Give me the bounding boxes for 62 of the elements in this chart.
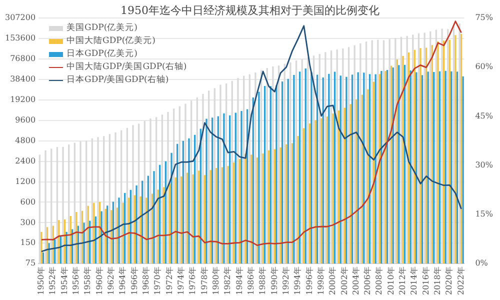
- x-tick-label: 2022年: [456, 266, 466, 295]
- x-tick-label: 1994年: [293, 266, 302, 295]
- x-tick-label: 2018年: [433, 266, 442, 295]
- y-tick-label: 4800: [15, 136, 36, 145]
- y-tick-label: 150: [20, 238, 36, 248]
- x-tick-label: 1980年: [211, 266, 220, 295]
- x-tick-label: 1954年: [60, 266, 69, 295]
- x-tick-label: 1966年: [130, 266, 139, 295]
- y-tick-label: 38400: [10, 74, 36, 84]
- x-tick-label: 2004年: [351, 266, 360, 295]
- x-tick-label: 2008年: [374, 266, 384, 295]
- y-tick-label: 153600: [4, 34, 36, 43]
- x-tick-label: 2002年: [340, 266, 349, 295]
- legend-label: 美国GDP(亿美元): [66, 22, 138, 35]
- x-tick-label: 1976年: [188, 266, 198, 295]
- x-tick-label: 1978年: [200, 266, 209, 295]
- y2-tick-label: 30%: [475, 160, 494, 170]
- x-tick-label: 1986年: [246, 266, 256, 295]
- x-tick-label: 2014年: [410, 266, 419, 295]
- y-tick-label: 307200: [4, 13, 36, 22]
- x-tick-label: 1950年: [36, 266, 46, 295]
- y-tick-label: 75: [25, 258, 36, 268]
- x-tick-label: 1992年: [281, 266, 290, 295]
- x-tick-label: 1988年: [258, 266, 268, 295]
- x-tick-label: 1974年: [176, 266, 186, 295]
- x-tick-label: 1968年: [141, 266, 150, 295]
- y-tick-label: 9600: [15, 115, 36, 124]
- x-tick-label: 1964年: [118, 266, 128, 295]
- y2-tick-label: 15%: [475, 210, 494, 219]
- x-tick-label: 2012年: [398, 266, 408, 295]
- y-tick-label: 2400: [15, 156, 36, 166]
- y-tick-label: 1200: [15, 176, 36, 186]
- x-tick-label: 1984年: [234, 266, 244, 295]
- x-tick-label: 2010年: [386, 266, 396, 295]
- x-tick-label: 1960年: [94, 266, 104, 295]
- y-tick-label: 19200: [10, 94, 36, 104]
- x-tick-label: 1970年: [153, 266, 162, 295]
- legend-label: 日本GDP/美国GDP(右轴): [66, 74, 169, 87]
- x-tick-label: 1956年: [72, 266, 81, 295]
- y2-tick-label: 75%: [475, 13, 494, 22]
- x-tick-label: 1990年: [270, 266, 279, 295]
- y-tick-label: 600: [20, 197, 36, 206]
- y-tick-label: 300: [20, 218, 36, 227]
- y-tick-label: 76800: [10, 54, 36, 64]
- x-tick-label: 1998年: [316, 266, 326, 295]
- legend-label: 日本GDP(亿美元): [66, 48, 138, 61]
- y2-tick-label: 0%: [475, 258, 488, 268]
- x-tick-label: 1996年: [304, 266, 314, 295]
- x-tick-label: 1982年: [223, 266, 232, 295]
- x-tick-label: 1958年: [83, 266, 92, 295]
- x-tick-label: 2000年: [328, 266, 338, 295]
- x-tick-label: 1952年: [48, 266, 58, 295]
- legend-label: 中国大陆GDP/美国GDP(右轴): [66, 61, 187, 74]
- x-tick-label: 2016年: [421, 266, 430, 295]
- legend-label: 中国大陆GDP(亿美元): [66, 35, 156, 48]
- x-tick-label: 2006年: [363, 266, 372, 295]
- y2-tick-label: 60%: [475, 62, 494, 72]
- x-tick-label: 2020年: [444, 266, 454, 295]
- x-tick-label: 1972年: [164, 266, 174, 295]
- x-tick-label: 1962年: [106, 266, 116, 295]
- y2-tick-label: 45%: [475, 111, 494, 120]
- chart-title: 1950年迄今中日经济规模及其相对于美国的比例变化: [120, 4, 380, 17]
